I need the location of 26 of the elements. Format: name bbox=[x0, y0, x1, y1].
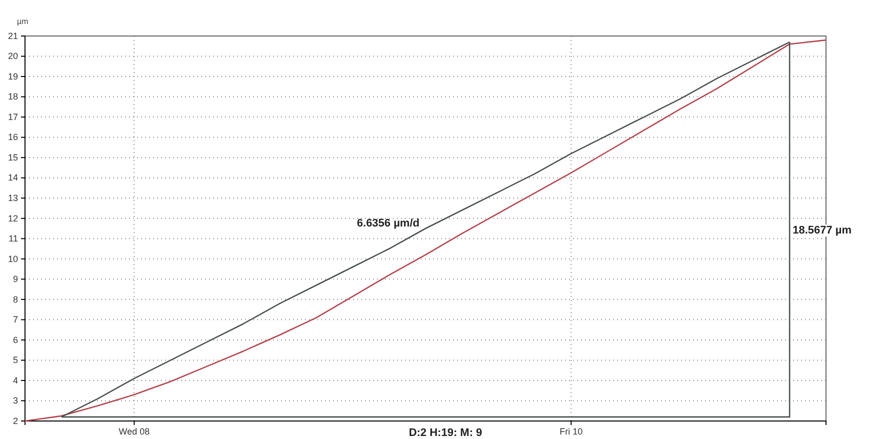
y-tick-label: 20 bbox=[8, 51, 18, 62]
y-tick-label: 17 bbox=[8, 112, 18, 122]
y-tick-label: 11 bbox=[8, 234, 18, 244]
y-tick-label: 5 bbox=[12, 355, 18, 366]
y-tick-label: 4 bbox=[12, 375, 18, 386]
y-tick-label: 18 bbox=[8, 92, 18, 102]
text: D:2 H:19: M: 9 bbox=[408, 427, 482, 439]
y-tick-label: 8 bbox=[12, 294, 18, 304]
y-tick-label: 2 bbox=[12, 416, 18, 426]
y-tick-label: 3 bbox=[12, 396, 18, 406]
y-tick-label: 7 bbox=[12, 314, 18, 325]
annotation: 6.6356 µm/d bbox=[356, 218, 420, 230]
y-axis-title: µm bbox=[17, 17, 29, 26]
x-tick-label: Wed 08 bbox=[118, 426, 150, 436]
y-tick-label: 9 bbox=[12, 274, 18, 284]
annotation: 18.5677 µm bbox=[792, 224, 852, 237]
y-tick-label: 13 bbox=[8, 192, 18, 203]
y-tick-label: 6 bbox=[12, 334, 18, 345]
y-tick-label: 19 bbox=[8, 71, 18, 82]
x-tick-label: Fri 10 bbox=[560, 426, 583, 436]
y-tick-label: 15 bbox=[8, 152, 18, 162]
y-tick-label: 16 bbox=[8, 132, 18, 142]
y-tick-label: 10 bbox=[8, 254, 18, 264]
y-tick-label: 12 bbox=[8, 213, 18, 224]
y-tick-label: 21 bbox=[8, 30, 18, 41]
y-tick-label: 14 bbox=[8, 172, 18, 183]
